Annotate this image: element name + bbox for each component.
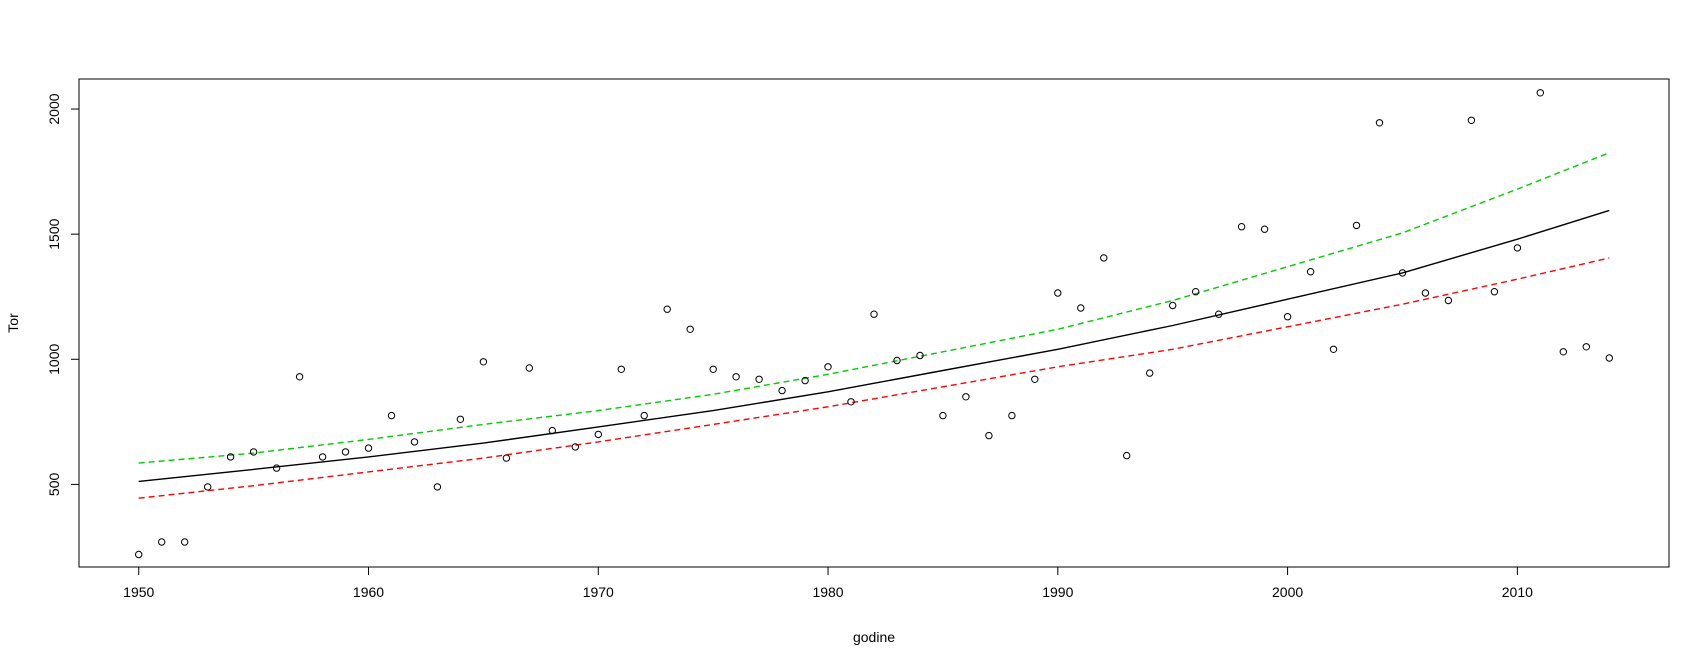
x-tick-label: 2010 [1502, 584, 1533, 600]
data-point [1582, 343, 1591, 351]
y-axis-title: Tor [5, 313, 21, 333]
data-point [916, 351, 924, 360]
data-point [272, 464, 281, 472]
series-line-2 [138, 152, 1610, 464]
data-point [1467, 116, 1476, 125]
data-point [1283, 313, 1292, 321]
data-point [1215, 310, 1223, 318]
data-point [824, 363, 832, 371]
x-tick-label: 1950 [123, 584, 154, 600]
data-point [571, 443, 579, 451]
data-point [1375, 119, 1384, 127]
data-point [801, 376, 809, 385]
data-points [135, 89, 1614, 559]
series-line-1 [138, 209, 1610, 483]
data-point [870, 310, 878, 318]
data-point [1352, 221, 1361, 230]
y-tick-label: 2000 [46, 93, 62, 124]
data-point [1306, 268, 1315, 276]
data-point [1513, 244, 1522, 252]
data-point [204, 483, 212, 491]
data-point [295, 373, 304, 381]
data-point [1031, 375, 1039, 383]
data-point [594, 430, 602, 439]
data-point [663, 305, 671, 313]
data-point [158, 538, 166, 546]
data-point [433, 483, 442, 491]
data-point [847, 398, 855, 406]
x-tick-label: 1980 [812, 584, 843, 600]
data-point [1192, 288, 1200, 296]
data-point [709, 365, 717, 373]
data-point [755, 375, 763, 383]
data-point [640, 411, 648, 420]
data-point [1260, 225, 1269, 233]
data-point [249, 448, 258, 456]
data-point [387, 411, 396, 420]
data-point [1100, 254, 1108, 262]
data-point [1559, 348, 1568, 356]
data-point [732, 373, 740, 381]
data-point [1398, 269, 1407, 277]
plot-frame [78, 78, 1670, 568]
x-tick-label: 2000 [1272, 584, 1303, 600]
series-line-3 [138, 257, 1610, 499]
data-point [548, 426, 556, 435]
data-point [939, 411, 947, 420]
data-point [456, 415, 465, 423]
data-point [410, 438, 419, 446]
data-point [1008, 411, 1016, 420]
data-point [1077, 304, 1085, 312]
data-point [1329, 345, 1338, 353]
x-axis: 1950 1960 1970 1980 1990 2000 2010 [123, 566, 1533, 600]
data-point [1237, 223, 1246, 231]
data-point [1536, 89, 1545, 97]
data-point [1054, 289, 1062, 297]
data-point [1169, 301, 1177, 310]
data-point [778, 386, 786, 395]
data-point [364, 444, 373, 452]
data-point [525, 364, 533, 372]
data-point [893, 356, 901, 365]
data-point [226, 453, 235, 461]
data-point [1490, 288, 1499, 296]
x-tick-label: 1990 [1042, 584, 1073, 600]
data-point [318, 453, 327, 461]
data-point [1123, 451, 1131, 460]
data-point [341, 448, 350, 456]
data-point [1444, 296, 1453, 305]
data-point [479, 358, 488, 366]
data-point [135, 550, 143, 559]
x-tick-label: 1970 [583, 584, 614, 600]
y-axis: 500 1000 1500 2000 [46, 93, 80, 497]
y-tick-label: 1000 [46, 344, 62, 375]
data-point [1605, 354, 1614, 362]
y-tick-label: 1500 [46, 218, 62, 249]
data-point [1146, 369, 1154, 377]
data-point [686, 325, 694, 333]
data-point [962, 393, 970, 401]
data-point [181, 538, 189, 546]
series-lines [138, 152, 1610, 499]
x-axis-title: godine [853, 629, 895, 645]
data-point [617, 365, 625, 373]
data-point [985, 431, 993, 440]
y-tick-label: 500 [46, 473, 62, 497]
x-tick-label: 1960 [353, 584, 384, 600]
data-point [1421, 289, 1430, 297]
data-point [502, 454, 511, 462]
